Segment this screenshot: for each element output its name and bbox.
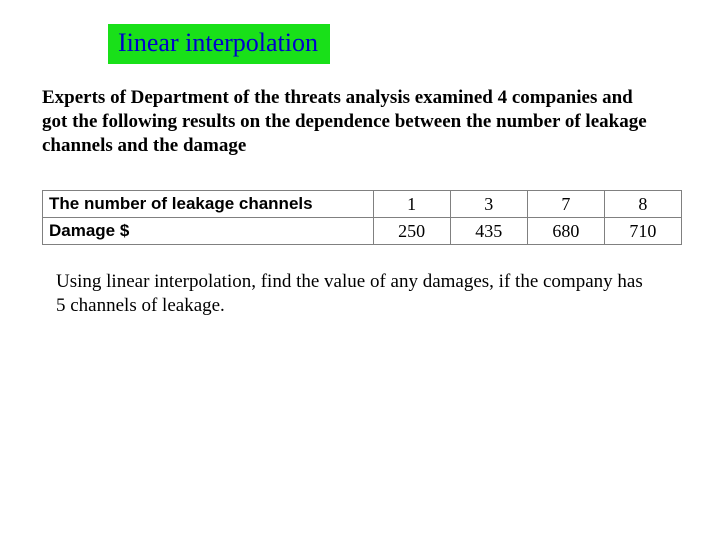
table-cell: 250 [373, 218, 450, 245]
table-row: The number of leakage channels 1 3 7 8 [43, 191, 682, 218]
table-cell: 3 [450, 191, 527, 218]
page-title: Iinear interpolation [108, 24, 330, 64]
row-header-damage: Damage $ [43, 218, 374, 245]
data-table-container: The number of leakage channels 1 3 7 8 D… [42, 190, 682, 245]
table-cell: 680 [527, 218, 604, 245]
table-cell: 1 [373, 191, 450, 218]
table-row: Damage $ 250 435 680 710 [43, 218, 682, 245]
table-cell: 710 [604, 218, 681, 245]
row-header-channels: The number of leakage channels [43, 191, 374, 218]
table-cell: 435 [450, 218, 527, 245]
question-paragraph: Using linear interpolation, find the val… [56, 270, 646, 318]
table-cell: 7 [527, 191, 604, 218]
table-cell: 8 [604, 191, 681, 218]
data-table: The number of leakage channels 1 3 7 8 D… [42, 190, 682, 245]
intro-paragraph: Experts of Department of the threats ana… [42, 86, 662, 157]
